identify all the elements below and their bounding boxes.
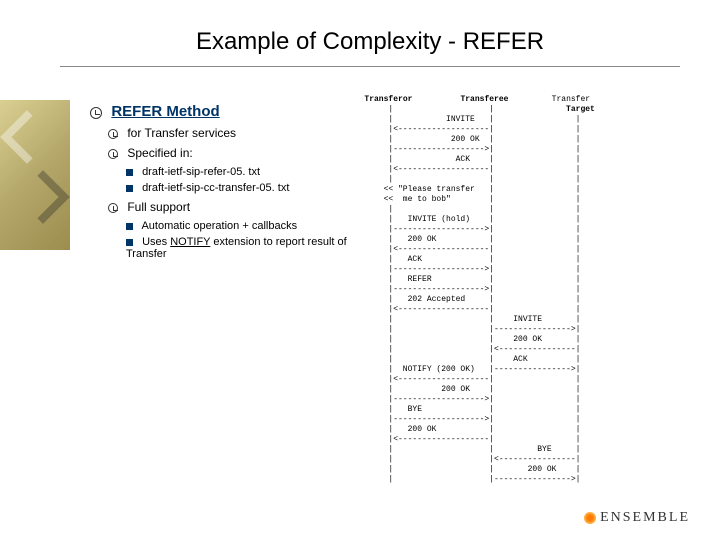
bullet-2: Specified in: (108, 146, 350, 160)
bullet-2a-text: draft-ietf-sip-refer-05. txt (142, 166, 260, 178)
bullet-2-text: Specified in: (127, 146, 192, 160)
bullet-2a: draft-ietf-sip-refer-05. txt (126, 166, 350, 178)
clock-icon (108, 203, 118, 213)
sun-icon (584, 512, 596, 524)
bullet-3b-underline: NOTIFY (170, 236, 210, 248)
logo: ENSEMBLE (584, 510, 690, 526)
square-icon (126, 185, 133, 192)
bullet-2b: draft-ietf-sip-cc-transfer-05. txt (126, 182, 350, 194)
decorative-arrows (0, 100, 70, 250)
bullet-3: Full support (108, 200, 350, 214)
bullet-content: REFER Method for Transfer services Speci… (90, 95, 350, 264)
bullet-3-text: Full support (127, 200, 190, 214)
bullet-3b-pre: Uses (142, 236, 170, 248)
clock-icon (108, 129, 118, 139)
heading-row: REFER Method (90, 103, 350, 120)
bullet-2b-text: draft-ietf-sip-cc-transfer-05. txt (142, 182, 289, 194)
square-icon (126, 223, 133, 230)
heading-text: REFER Method (111, 103, 219, 120)
bullet-3b: Uses NOTIFY extension to report result o… (126, 236, 350, 260)
square-icon (126, 169, 133, 176)
sip-sequence-diagram: Transferor Transferee Transfer | | Targe… (350, 95, 700, 485)
bullet-1-text: for Transfer services (127, 126, 236, 140)
bullet-3a-text: Automatic operation + callbacks (141, 220, 297, 232)
clock-icon (90, 107, 102, 119)
logo-text: ENSEMBLE (600, 510, 690, 525)
clock-icon (108, 149, 118, 159)
bullet-3a: Automatic operation + callbacks (126, 220, 350, 232)
slide-title: Example of Complexity - REFER (60, 28, 680, 67)
bullet-1: for Transfer services (108, 126, 350, 140)
square-icon (126, 239, 133, 246)
